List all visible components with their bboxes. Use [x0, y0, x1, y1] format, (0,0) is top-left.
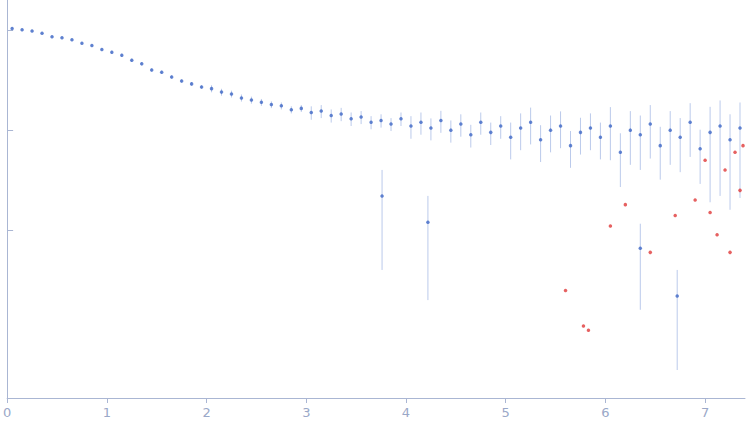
svg-text:7: 7	[701, 405, 709, 420]
svg-text:1: 1	[103, 405, 111, 420]
svg-text:2: 2	[202, 405, 210, 420]
svg-text:4: 4	[402, 405, 410, 420]
svg-text:3: 3	[302, 405, 310, 420]
svg-text:5: 5	[502, 405, 510, 420]
svg-text:0: 0	[3, 405, 11, 420]
svg-text:6: 6	[601, 405, 609, 420]
